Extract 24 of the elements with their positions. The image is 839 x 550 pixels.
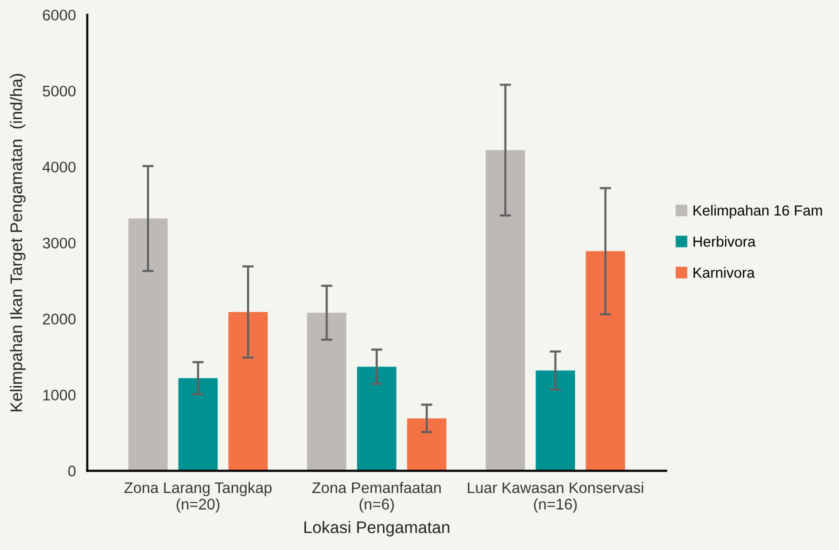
x-axis-title: Lokasi Pengamatan	[304, 520, 450, 536]
y-tick-label: 1000	[43, 390, 76, 400]
bar	[357, 366, 396, 471]
legend-label: Kelimpahan 16 Fam	[694, 204, 822, 219]
bar	[128, 218, 168, 471]
y-axis-title: Kelimpahan Ikan Target Pengamatan (ind/ha)	[10, 74, 26, 412]
x-tick-label: Zona Pemanfaatan (n=6)	[312, 482, 441, 513]
bar	[307, 312, 346, 471]
bar	[407, 418, 446, 471]
bar	[486, 150, 526, 471]
x-tick-label: Zona Larang Tangkap (n=20)	[124, 482, 272, 513]
bar	[178, 378, 218, 471]
bar	[228, 312, 268, 471]
y-tick-label: 2000	[42, 314, 76, 325]
bar	[536, 370, 576, 471]
y-tick-label: 6000	[42, 10, 76, 21]
y-tick-label: 4000	[42, 162, 76, 173]
y-tick-label: 5000	[42, 86, 76, 97]
y-tick-label: 3000	[42, 238, 76, 249]
legend-label: Karnivora	[694, 267, 755, 278]
x-tick-label: Luar Kawasan Konservasi (n=16)	[468, 482, 644, 513]
bar	[586, 251, 626, 471]
y-tick-label: 0	[68, 466, 76, 476]
legend-label: Herbivora	[694, 236, 756, 247]
